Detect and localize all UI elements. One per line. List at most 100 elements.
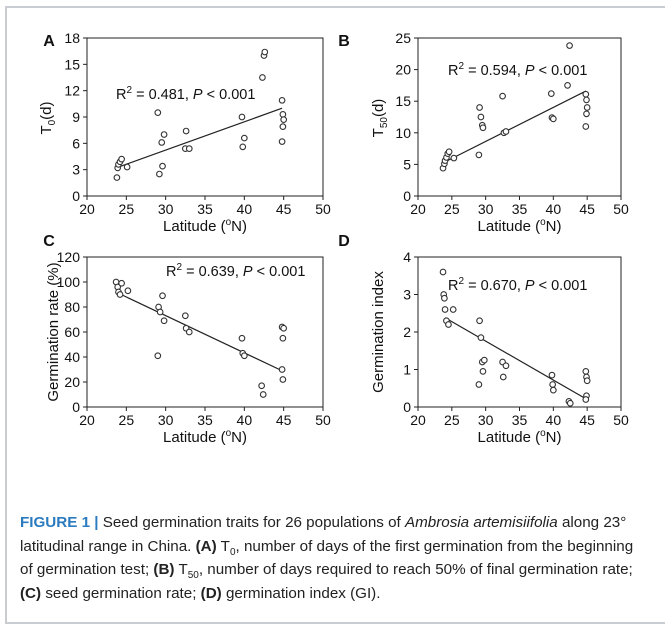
data-point-c <box>116 291 124 298</box>
data-point-b <box>564 82 571 89</box>
x-tick-label-c: 35 <box>197 412 213 428</box>
plot-frame-b <box>417 37 622 197</box>
y-tick-label-b: 10 <box>395 125 411 141</box>
y-tick-label-c: 100 <box>57 274 81 290</box>
data-point-a <box>113 174 121 181</box>
data-point-a <box>259 74 266 81</box>
data-point-d <box>475 381 483 388</box>
x-tick-label-d: 20 <box>410 412 426 428</box>
data-point-a <box>279 123 287 131</box>
y-tick-label-c: 80 <box>64 299 80 315</box>
trend-line-c <box>118 292 283 372</box>
data-point-d <box>441 294 448 302</box>
y-tick-label-d: 4 <box>403 249 411 265</box>
data-point-a <box>238 113 246 121</box>
y-tick-label-d: 1 <box>403 362 411 378</box>
data-point-d <box>583 377 591 385</box>
data-point-d <box>582 396 590 403</box>
x-tick-label-a: 25 <box>119 201 135 217</box>
data-point-d <box>499 373 507 381</box>
data-point-c <box>118 279 125 287</box>
y-tick-label-b: 5 <box>403 156 411 172</box>
data-point-b <box>547 90 555 97</box>
data-point-a <box>185 145 193 152</box>
x-tick-label-c: 20 <box>79 412 95 428</box>
y-tick-label-d: 2 <box>403 324 411 340</box>
x-tick-label-a: 30 <box>158 201 174 217</box>
data-point-d <box>449 306 457 313</box>
data-point-a <box>261 48 269 56</box>
y-tick-label-d: 3 <box>403 287 411 303</box>
caption-text-6: germination index (GI). <box>221 584 381 602</box>
y-tick-label-c: 20 <box>64 374 80 390</box>
y-tick-label-a: 18 <box>64 30 80 46</box>
data-point-b <box>475 151 483 159</box>
trend-line-a <box>118 107 283 168</box>
y-tick-label-b: 20 <box>395 62 411 78</box>
data-point-b <box>445 148 453 156</box>
x-tick-label-a: 45 <box>276 201 292 217</box>
x-tick-label-a: 50 <box>315 201 331 217</box>
data-point-c <box>160 317 168 325</box>
y-tick-label-c: 40 <box>64 349 80 365</box>
data-point-b <box>566 42 573 49</box>
y-tick-label-a: 6 <box>72 135 80 151</box>
data-point-c <box>159 292 166 300</box>
data-point-b <box>583 96 590 104</box>
data-point-c <box>278 366 286 373</box>
x-tick-label-c: 25 <box>119 412 135 428</box>
x-tick-label-b: 25 <box>444 201 460 217</box>
data-point-b <box>582 123 590 130</box>
regression-annotation-c: R2 = 0.639, P < 0.001 <box>166 262 305 280</box>
x-tick-label-d: 30 <box>478 412 494 428</box>
data-point-b <box>499 92 506 100</box>
part-b-label: (B) <box>153 561 175 578</box>
data-point-c <box>279 334 287 342</box>
data-point-a <box>158 139 166 146</box>
data-point-d <box>477 334 485 341</box>
caption-text-4: , number of days required to reach 50% o… <box>198 561 633 578</box>
figure-caption: FIGURE 1 | Seed germination traits for 2… <box>20 511 650 605</box>
data-point-b <box>479 124 487 132</box>
part-d-label: (D) <box>200 584 222 602</box>
x-tick-label-c: 30 <box>158 412 174 428</box>
t0-subscript: 0 <box>229 546 236 558</box>
y-tick-label-b: 0 <box>403 188 411 204</box>
y-tick-label-b: 15 <box>395 93 411 109</box>
data-point-d <box>439 268 447 276</box>
x-tick-label-a: 40 <box>237 201 253 217</box>
data-point-c <box>240 352 248 360</box>
data-point-b <box>549 115 557 123</box>
panel-letter-a: A <box>43 33 55 50</box>
x-tick-label-d: 45 <box>579 412 595 428</box>
y-axis-label-d: Germination index <box>370 271 387 393</box>
caption-text-1: Seed germination traits for 26 populatio… <box>98 514 405 531</box>
trend-line-b <box>444 90 587 163</box>
data-point-c <box>185 328 193 336</box>
data-point-c <box>181 312 189 320</box>
data-point-a <box>278 96 286 104</box>
data-point-b <box>582 90 590 98</box>
regression-annotation-d: R2 = 0.670, P < 0.001 <box>448 276 587 294</box>
x-axis-label-a: Latitude (oN) <box>163 217 247 235</box>
data-point-d <box>566 399 574 407</box>
plot-frame-a <box>86 37 324 197</box>
x-tick-label-b: 45 <box>579 201 595 217</box>
y-axis-label-c: Germination rate (%) <box>45 262 62 401</box>
t50-symbol: T <box>178 561 188 578</box>
data-point-a <box>182 127 190 135</box>
x-tick-label-a: 35 <box>197 201 213 217</box>
data-point-a <box>279 111 287 118</box>
data-point-c <box>258 382 265 390</box>
y-tick-label-a: 9 <box>72 109 80 125</box>
panel-letter-b: B <box>338 33 350 50</box>
caption-text-5: seed germination rate; <box>41 584 201 602</box>
data-point-d <box>549 386 557 394</box>
caption-text-2: along 23° latitudinal range in China. <box>20 514 627 555</box>
data-point-d <box>502 362 510 370</box>
x-tick-label-d: 40 <box>546 412 562 428</box>
x-tick-label-b: 30 <box>478 201 494 217</box>
x-tick-label-b: 50 <box>613 201 629 217</box>
regression-annotation-b: R2 = 0.594, P < 0.001 <box>448 61 587 79</box>
